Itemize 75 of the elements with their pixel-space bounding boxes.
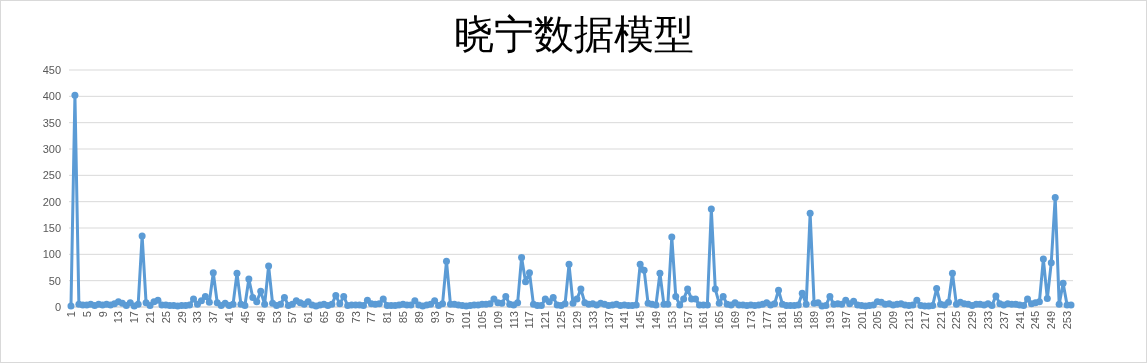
x-tick-label: 193 — [823, 311, 836, 330]
x-tick-label: 61 — [302, 311, 315, 324]
x-tick-label: 97 — [444, 311, 457, 324]
x-tick-label: 161 — [697, 311, 710, 330]
x-tick-label: 17 — [128, 311, 141, 324]
x-tick-label: 109 — [491, 311, 504, 330]
x-tick-label: 45 — [238, 311, 251, 324]
x-tick-label: 209 — [887, 311, 900, 330]
x-tick-label: 57 — [286, 311, 299, 324]
x-tick-label: 249 — [1045, 311, 1058, 330]
y-tick-label: 400 — [42, 90, 61, 103]
x-tick-label: 241 — [1013, 311, 1026, 330]
x-tick-label: 1 — [64, 311, 77, 318]
x-tick-label: 225 — [950, 311, 963, 330]
x-tick-label: 89 — [412, 311, 425, 324]
x-tick-label: 5 — [80, 311, 93, 318]
y-tick-label: 100 — [42, 248, 61, 261]
x-tick-label: 229 — [966, 311, 979, 330]
x-tick-label: 13 — [112, 311, 125, 324]
y-tick-label: 50 — [48, 274, 61, 287]
x-tick-label: 33 — [191, 311, 204, 324]
x-tick-label: 133 — [586, 311, 599, 330]
x-tick-label: 85 — [397, 311, 410, 324]
x-tick-label: 69 — [333, 311, 346, 324]
x-tick-label: 101 — [460, 311, 473, 330]
x-tick-label: 245 — [1029, 311, 1042, 330]
y-tick-label: 450 — [42, 64, 61, 76]
x-tick-label: 65 — [317, 311, 330, 324]
x-tick-label: 37 — [207, 311, 220, 324]
x-tick-label: 205 — [871, 311, 884, 330]
x-tick-label: 41 — [223, 311, 236, 324]
y-tick-label: 200 — [42, 195, 61, 208]
x-tick-label: 221 — [934, 311, 947, 330]
x-tick-label: 113 — [507, 311, 520, 329]
x-tick-label: 165 — [713, 311, 726, 330]
x-tick-label: 201 — [855, 311, 868, 330]
x-tick-label: 185 — [792, 311, 805, 330]
x-tick-label: 121 — [539, 311, 552, 330]
x-tick-label: 213 — [902, 311, 915, 330]
x-tick-label: 177 — [760, 311, 773, 330]
chart-title: 晓宁数据模型 — [453, 11, 694, 57]
x-tick-label: 137 — [602, 311, 615, 330]
x-tick-label: 81 — [381, 311, 394, 324]
x-tick-label: 117 — [523, 311, 536, 329]
x-tick-label: 9 — [96, 311, 109, 318]
y-tick-label: 350 — [42, 116, 61, 129]
x-tick-label: 217 — [918, 311, 931, 330]
x-tick-label: 73 — [349, 311, 362, 324]
y-tick-label: 0 — [54, 301, 61, 313]
x-tick-label: 145 — [634, 311, 647, 330]
x-tick-label: 49 — [254, 311, 267, 324]
x-tick-label: 149 — [649, 311, 662, 330]
x-tick-label: 237 — [997, 311, 1010, 330]
x-tick-label: 169 — [729, 311, 742, 330]
x-tick-label: 129 — [570, 311, 583, 330]
y-tick-label: 150 — [42, 222, 61, 234]
x-tick-label: 53 — [270, 311, 283, 324]
x-tick-label: 197 — [839, 311, 852, 330]
x-tick-label: 125 — [555, 311, 568, 330]
x-tick-label: 153 — [665, 311, 678, 330]
x-tick-label: 25 — [159, 311, 172, 324]
y-tick-label: 300 — [42, 143, 61, 155]
x-tick-label: 233 — [982, 311, 995, 330]
x-tick-label: 93 — [428, 311, 441, 324]
x-tick-label: 141 — [618, 311, 631, 330]
x-tick-label: 21 — [144, 311, 157, 324]
x-tick-label: 29 — [175, 311, 188, 324]
x-tick-label: 189 — [808, 311, 821, 330]
x-tick-label: 173 — [744, 311, 757, 330]
x-tick-label: 157 — [681, 311, 694, 330]
y-tick-label: 250 — [42, 169, 61, 182]
x-tick-label: 181 — [776, 311, 789, 330]
x-tick-label: 105 — [476, 311, 489, 330]
x-tick-label: 253 — [1061, 311, 1074, 330]
x-tick-label: 77 — [365, 311, 378, 324]
